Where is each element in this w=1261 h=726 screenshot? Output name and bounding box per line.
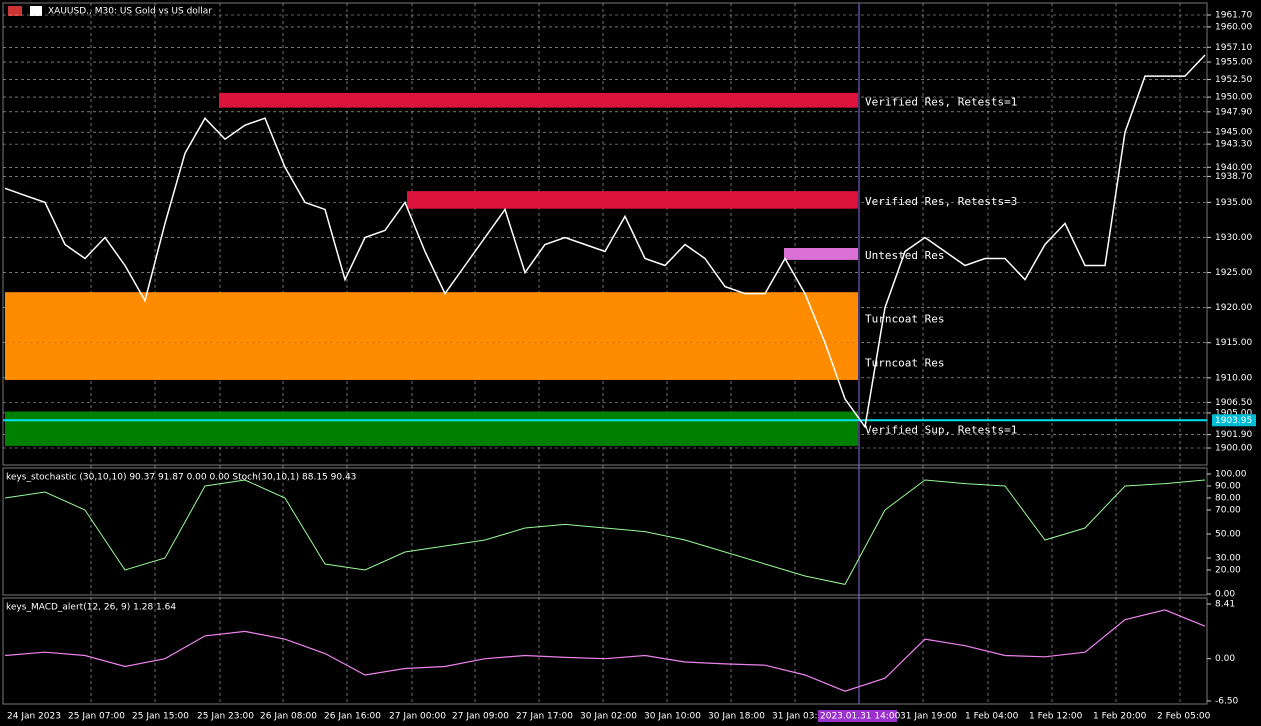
price-series [4,54,1206,429]
y-tick-label: 1920.00 [1215,303,1252,313]
y-tick-label: 1905.00 [1215,408,1252,418]
y-tick-label: 1961.70 [1215,11,1252,21]
icon [8,6,22,16]
y-tick-label: 1952.50 [1215,75,1252,85]
stoch-title: keys_stochastic (30,10,10) 90.37 91.87 0… [6,473,356,483]
x-tick-label: 26 Jan 16:00 [324,712,381,722]
zone-label: Verified Res, Retests=3 [865,195,1017,208]
x-tick-label: 30 Jan 10:00 [644,712,701,722]
y-tick-label: 1950.00 [1215,93,1252,103]
time-highlight [818,710,897,722]
y-tick-label: 1915.00 [1215,338,1252,348]
x-tick-label: 2023.01.31 14:00 [820,712,901,722]
y-tick-label: 50.00 [1215,530,1241,540]
y-tick-label: 1925.00 [1215,268,1252,278]
x-tick-label: 1 Feb 04:00 [965,712,1019,722]
x-tick-label: 24 Jan 2023 [7,712,61,722]
x-tick-label: 2 Feb 05:00 [1157,712,1211,722]
zone [5,411,858,446]
y-tick-label: 1943.30 [1215,140,1252,150]
x-tick-label: 26 Jan 08:00 [260,712,317,722]
zone [5,342,858,380]
y-tick-label: 0.00 [1215,590,1235,600]
zone-label: Untested Res [865,249,944,262]
y-tick-label: 1955.00 [1215,58,1252,68]
zone [5,292,858,343]
frame [2,2,1208,705]
x-tick-label: 25 Jan 07:00 [68,712,125,722]
x-tick-label: 1 Feb 20:00 [1093,712,1147,722]
x-tick-label: 30 Jan 02:00 [580,712,637,722]
macd-title: keys_MACD_alert(12, 26, 9) 1.28 1.64 [6,603,176,613]
y-tick-label: 1960.00 [1215,22,1252,32]
y-tick-label: 0.00 [1215,654,1235,664]
y-tick-label: 1947.90 [1215,107,1252,117]
zone-label: Turncoat Res [865,312,944,325]
price-box [1212,414,1256,427]
y-tick-label: 90.00 [1215,482,1241,492]
y-tick-label: 1940.00 [1215,163,1252,173]
macd-line [4,609,1206,692]
y-tick-label: 8.41 [1215,600,1235,610]
y-tick-label: 1901.90 [1215,430,1252,440]
zone-label: Verified Sup, Retests=1 [865,424,1017,437]
price-label: 1903.95 [1215,416,1252,426]
y-tick-label: 1930.00 [1215,233,1252,243]
x-tick-label: 1 Feb 12:00 [1029,712,1083,722]
y-tick-label: 30.00 [1215,554,1241,564]
y-tick-label: 70.00 [1215,506,1241,516]
y-tick-label: 80.00 [1215,494,1241,504]
zone [219,92,858,108]
zone-label: Verified Res, Retests=1 [865,95,1017,108]
zone-label: Turncoat Res [865,356,944,369]
y-tick-label: 1957.10 [1215,43,1252,53]
x-tick-label: 27 Jan 09:00 [452,712,509,722]
stoch-line [4,479,1206,585]
zone [407,191,858,209]
zone [784,247,858,260]
y-tick-label: 1906.50 [1215,398,1252,408]
x-tick-label: 31 Jan 19:00 [900,712,957,722]
icon [30,6,42,16]
x-tick-label: 25 Jan 23:00 [197,712,254,722]
y-tick-label: 20.00 [1215,566,1241,576]
y-tick-label: -6.50 [1215,697,1239,707]
x-tick-label: 25 Jan 15:00 [132,712,189,722]
y-tick-label: 1910.00 [1215,373,1252,383]
x-tick-label: 31 Jan 03:00 [772,712,829,722]
x-tick-label: 30 Jan 18:00 [708,712,765,722]
chart-title: XAUUSD., M30: US Gold vs US dollar [48,7,212,17]
y-tick-label: 1938.70 [1215,172,1252,182]
y-tick-label: 1935.00 [1215,198,1252,208]
y-tick-label: 100.00 [1215,470,1247,480]
x-tick-label: 27 Jan 17:00 [516,712,573,722]
x-tick-label: 27 Jan 00:00 [389,712,446,722]
y-tick-label: 1900.00 [1215,444,1252,454]
y-tick-label: 1945.00 [1215,128,1252,138]
